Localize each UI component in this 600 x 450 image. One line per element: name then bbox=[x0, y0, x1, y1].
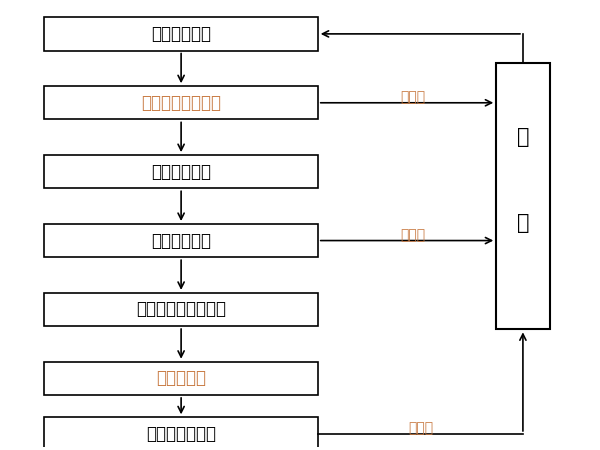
Bar bbox=[44, 155, 318, 189]
Bar bbox=[44, 224, 318, 257]
Text: 质检人员复检: 质检人员复检 bbox=[151, 232, 211, 250]
Text: 不合格: 不合格 bbox=[408, 421, 433, 435]
Bar bbox=[496, 63, 550, 329]
Bar bbox=[44, 293, 318, 326]
Bar bbox=[44, 86, 318, 119]
Text: 返: 返 bbox=[517, 127, 529, 148]
Text: 不合格: 不合格 bbox=[400, 228, 425, 242]
Bar bbox=[44, 362, 318, 395]
Text: 回: 回 bbox=[517, 213, 529, 233]
Text: 填报《质检通知单》: 填报《质检通知单》 bbox=[136, 301, 226, 319]
Text: 填报自检表格: 填报自检表格 bbox=[151, 162, 211, 180]
Text: 监理工程师验收: 监理工程师验收 bbox=[146, 425, 216, 443]
Text: 下一道工序: 下一道工序 bbox=[156, 369, 206, 387]
Text: 单项工序完成: 单项工序完成 bbox=[151, 25, 211, 43]
Bar bbox=[44, 17, 318, 50]
Bar bbox=[44, 417, 318, 450]
Text: 班组技术人员自检: 班组技术人员自检 bbox=[141, 94, 221, 112]
Text: 不合格: 不合格 bbox=[400, 90, 425, 104]
